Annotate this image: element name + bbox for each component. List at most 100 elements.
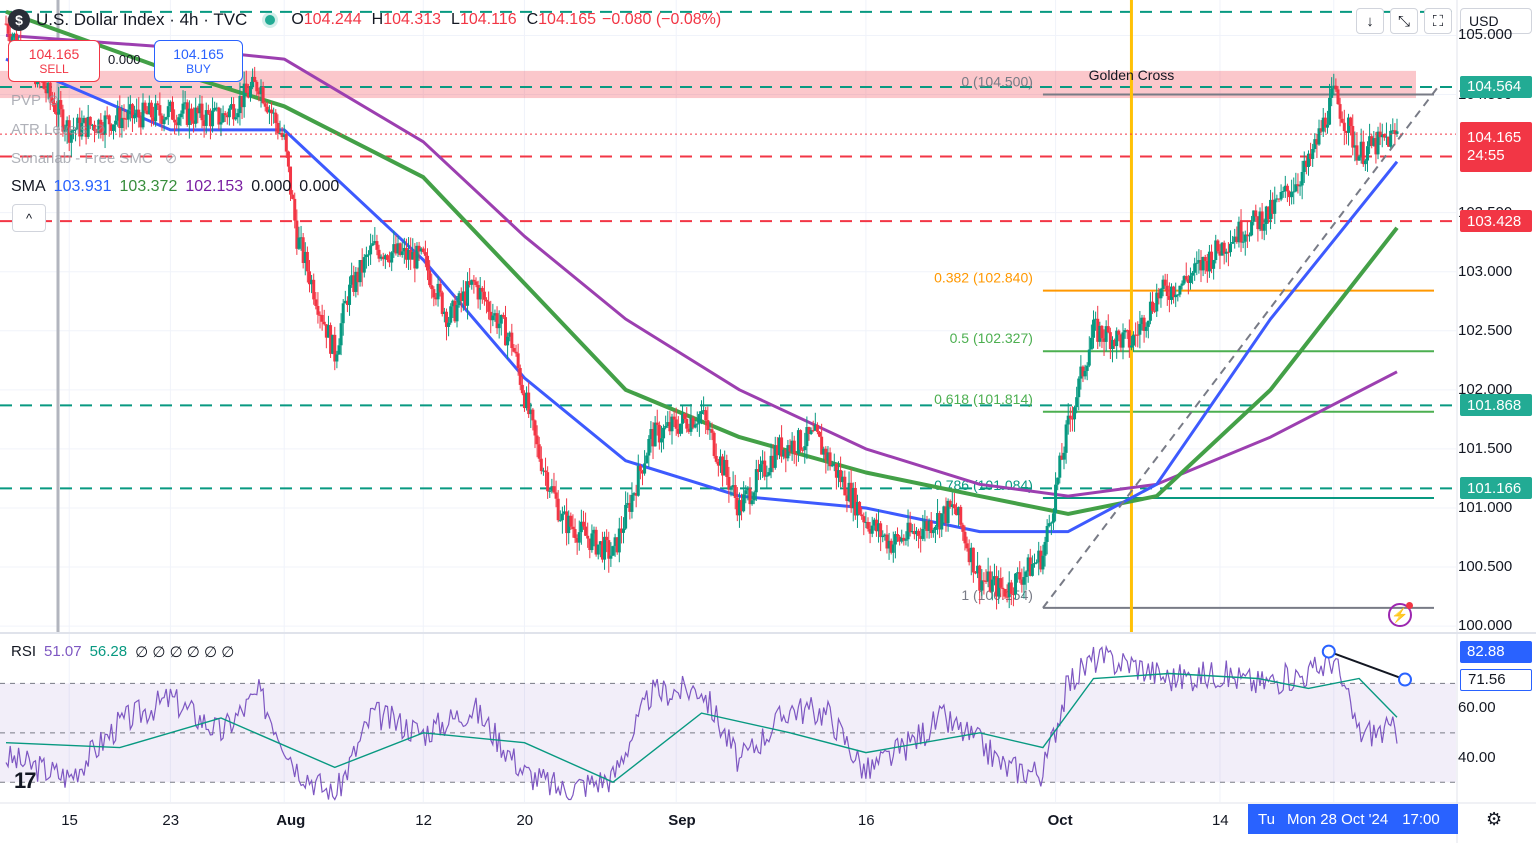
candle-body — [763, 460, 767, 477]
candle-body — [780, 437, 784, 457]
time-axis-label: Aug — [276, 812, 306, 829]
candle-body — [337, 345, 341, 355]
candle-body — [50, 98, 54, 103]
candle-body — [1108, 332, 1112, 349]
candle-body — [1353, 145, 1357, 148]
candle-body — [173, 119, 177, 123]
candle-body — [415, 245, 419, 269]
candle-body — [1146, 320, 1150, 327]
price-level-tag: 104.564 — [1460, 75, 1532, 98]
rsi-empty-values: ∅ ∅ ∅ ∅ ∅ ∅ — [135, 644, 235, 661]
candle-body — [1115, 330, 1119, 347]
candle-body — [584, 526, 588, 536]
candle-body — [404, 247, 408, 260]
candle-body — [316, 305, 320, 315]
candle-body — [69, 130, 73, 143]
buy-button[interactable]: 104.165 BUY — [154, 40, 243, 82]
candle-body — [866, 521, 870, 529]
candle-body — [278, 132, 282, 134]
candle-body — [118, 108, 122, 128]
down-arrow-icon[interactable]: ↓ — [1356, 8, 1384, 34]
candle-body — [581, 521, 585, 527]
eye-hidden-icon[interactable]: ⊘ — [164, 150, 178, 167]
candle-body — [1264, 206, 1268, 224]
candle-body — [683, 413, 687, 420]
candle-body — [1070, 418, 1074, 420]
candle-body — [959, 506, 963, 525]
candle-body — [807, 427, 811, 434]
candle-body — [969, 547, 973, 563]
flash-alert-icon[interactable]: ⚡ — [1388, 602, 1413, 627]
fib-level-label: 0.382 (102.840) — [934, 270, 1033, 286]
candle-body — [586, 535, 590, 539]
candle-body — [1275, 198, 1279, 200]
collapse-arrows-icon[interactable]: ⤡ — [1390, 8, 1418, 34]
indicator-atr-levels[interactable]: ATR Levels ⊘ — [11, 120, 106, 139]
candle-body — [1100, 325, 1104, 339]
candle-body — [1243, 234, 1247, 242]
candle-body — [122, 117, 126, 119]
candle-body — [154, 103, 158, 122]
candle-body — [1077, 378, 1081, 398]
candle-body — [1024, 571, 1028, 578]
rsi-legend[interactable]: RSI 51.07 56.28 ∅ ∅ ∅ ∅ ∅ ∅ — [11, 643, 234, 661]
candle-body — [455, 305, 459, 322]
candle-body — [234, 117, 238, 120]
candle-body — [111, 124, 115, 131]
indicator-smc[interactable]: Sonarlab - Free SMC ⊘ — [11, 149, 178, 168]
candle-body — [729, 487, 733, 490]
candle-body — [466, 281, 470, 306]
candle-body — [495, 313, 499, 329]
candle-body — [1300, 171, 1304, 186]
candle-body — [628, 502, 632, 512]
ohlc-key: O — [291, 11, 304, 28]
candle-body — [1178, 285, 1182, 295]
candle-body — [613, 537, 617, 547]
candle-body — [805, 427, 809, 447]
candle-body — [1161, 279, 1165, 289]
candle-body — [289, 166, 293, 195]
candle-body — [103, 115, 107, 135]
candle-body — [137, 109, 141, 118]
candle-body — [756, 469, 760, 472]
candle-body — [626, 502, 630, 505]
candle-body — [556, 498, 560, 521]
candle-body — [329, 325, 333, 354]
candle-body — [42, 79, 46, 89]
candle-body — [889, 540, 893, 553]
candle-body — [1250, 221, 1254, 236]
indicator-sma[interactable]: SMA 103.931 103.372 102.153 0.000 0.000 — [11, 178, 339, 196]
eye-hidden-icon[interactable]: ⊘ — [47, 92, 60, 109]
symbol-title[interactable]: U.S. Dollar Index · 4h · TVC — [36, 10, 248, 29]
candle-body — [632, 493, 636, 495]
eye-hidden-icon[interactable]: ⊘ — [93, 121, 106, 138]
time-axis-label: 15 — [61, 812, 78, 829]
ohlc-values: O104.244 H104.313 L104.116 C104.165 — [287, 11, 602, 29]
candle-body — [400, 251, 404, 255]
candle-body — [6, 23, 10, 34]
candle-body — [902, 537, 906, 541]
candle-body — [1224, 251, 1228, 254]
sell-button[interactable]: 104.165 SELL — [8, 40, 100, 82]
candle-body — [687, 428, 691, 432]
tradingview-logo[interactable]: 17 — [14, 768, 37, 793]
candle-body — [1094, 318, 1098, 320]
candle-body — [46, 82, 50, 94]
candle-body — [84, 117, 88, 137]
candle-body — [299, 237, 303, 239]
candle-body — [1256, 216, 1260, 230]
settings-gear-icon[interactable]: ⚙ — [1486, 809, 1503, 829]
candle-body — [830, 464, 834, 467]
fullscreen-icon[interactable]: ⛶ — [1424, 8, 1452, 34]
indicator-pvp[interactable]: PVP ⊘ — [11, 91, 60, 110]
collapse-legend-button[interactable]: ^ — [12, 204, 46, 232]
candle-body — [192, 120, 196, 124]
candle-body — [769, 455, 773, 473]
candle-body — [788, 445, 792, 452]
candle-body — [76, 117, 80, 130]
candle-body — [1184, 276, 1188, 280]
currency-select[interactable]: USD — [1460, 8, 1532, 34]
candle-body — [270, 109, 274, 114]
candle-body — [659, 438, 663, 443]
